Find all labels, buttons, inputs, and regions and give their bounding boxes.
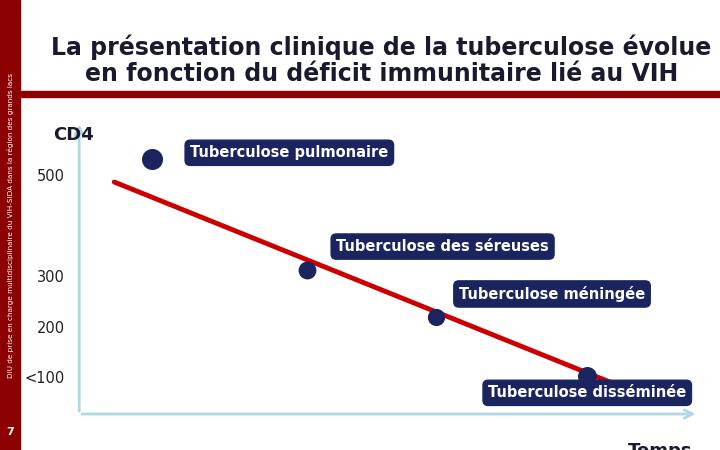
Text: Tuberculose disséminée: Tuberculose disséminée [488,385,686,400]
Text: Temps: Temps [628,442,693,450]
Text: DIU de prise en charge multidisciplinaire du VIH-SIDA dans la région des grands : DIU de prise en charge multidisciplinair… [6,72,14,378]
Point [430,314,441,321]
Text: 7: 7 [6,427,14,437]
Point [301,267,312,274]
Text: La présentation clinique de la tuberculose évolue: La présentation clinique de la tuberculo… [51,35,712,60]
Text: 300: 300 [37,270,66,285]
Text: 500: 500 [37,170,66,184]
Text: Tuberculose des séreuses: Tuberculose des séreuses [336,239,549,254]
Text: 200: 200 [37,321,66,336]
Text: Tuberculose méningée: Tuberculose méningée [459,286,645,302]
Text: en fonction du déficit immunitaire lié au VIH: en fonction du déficit immunitaire lié a… [85,62,678,86]
Text: CD4: CD4 [53,126,94,144]
Text: Tuberculose pulmonaire: Tuberculose pulmonaire [190,145,388,160]
Point [146,156,158,163]
Text: <100: <100 [25,371,66,386]
Point [582,373,593,380]
